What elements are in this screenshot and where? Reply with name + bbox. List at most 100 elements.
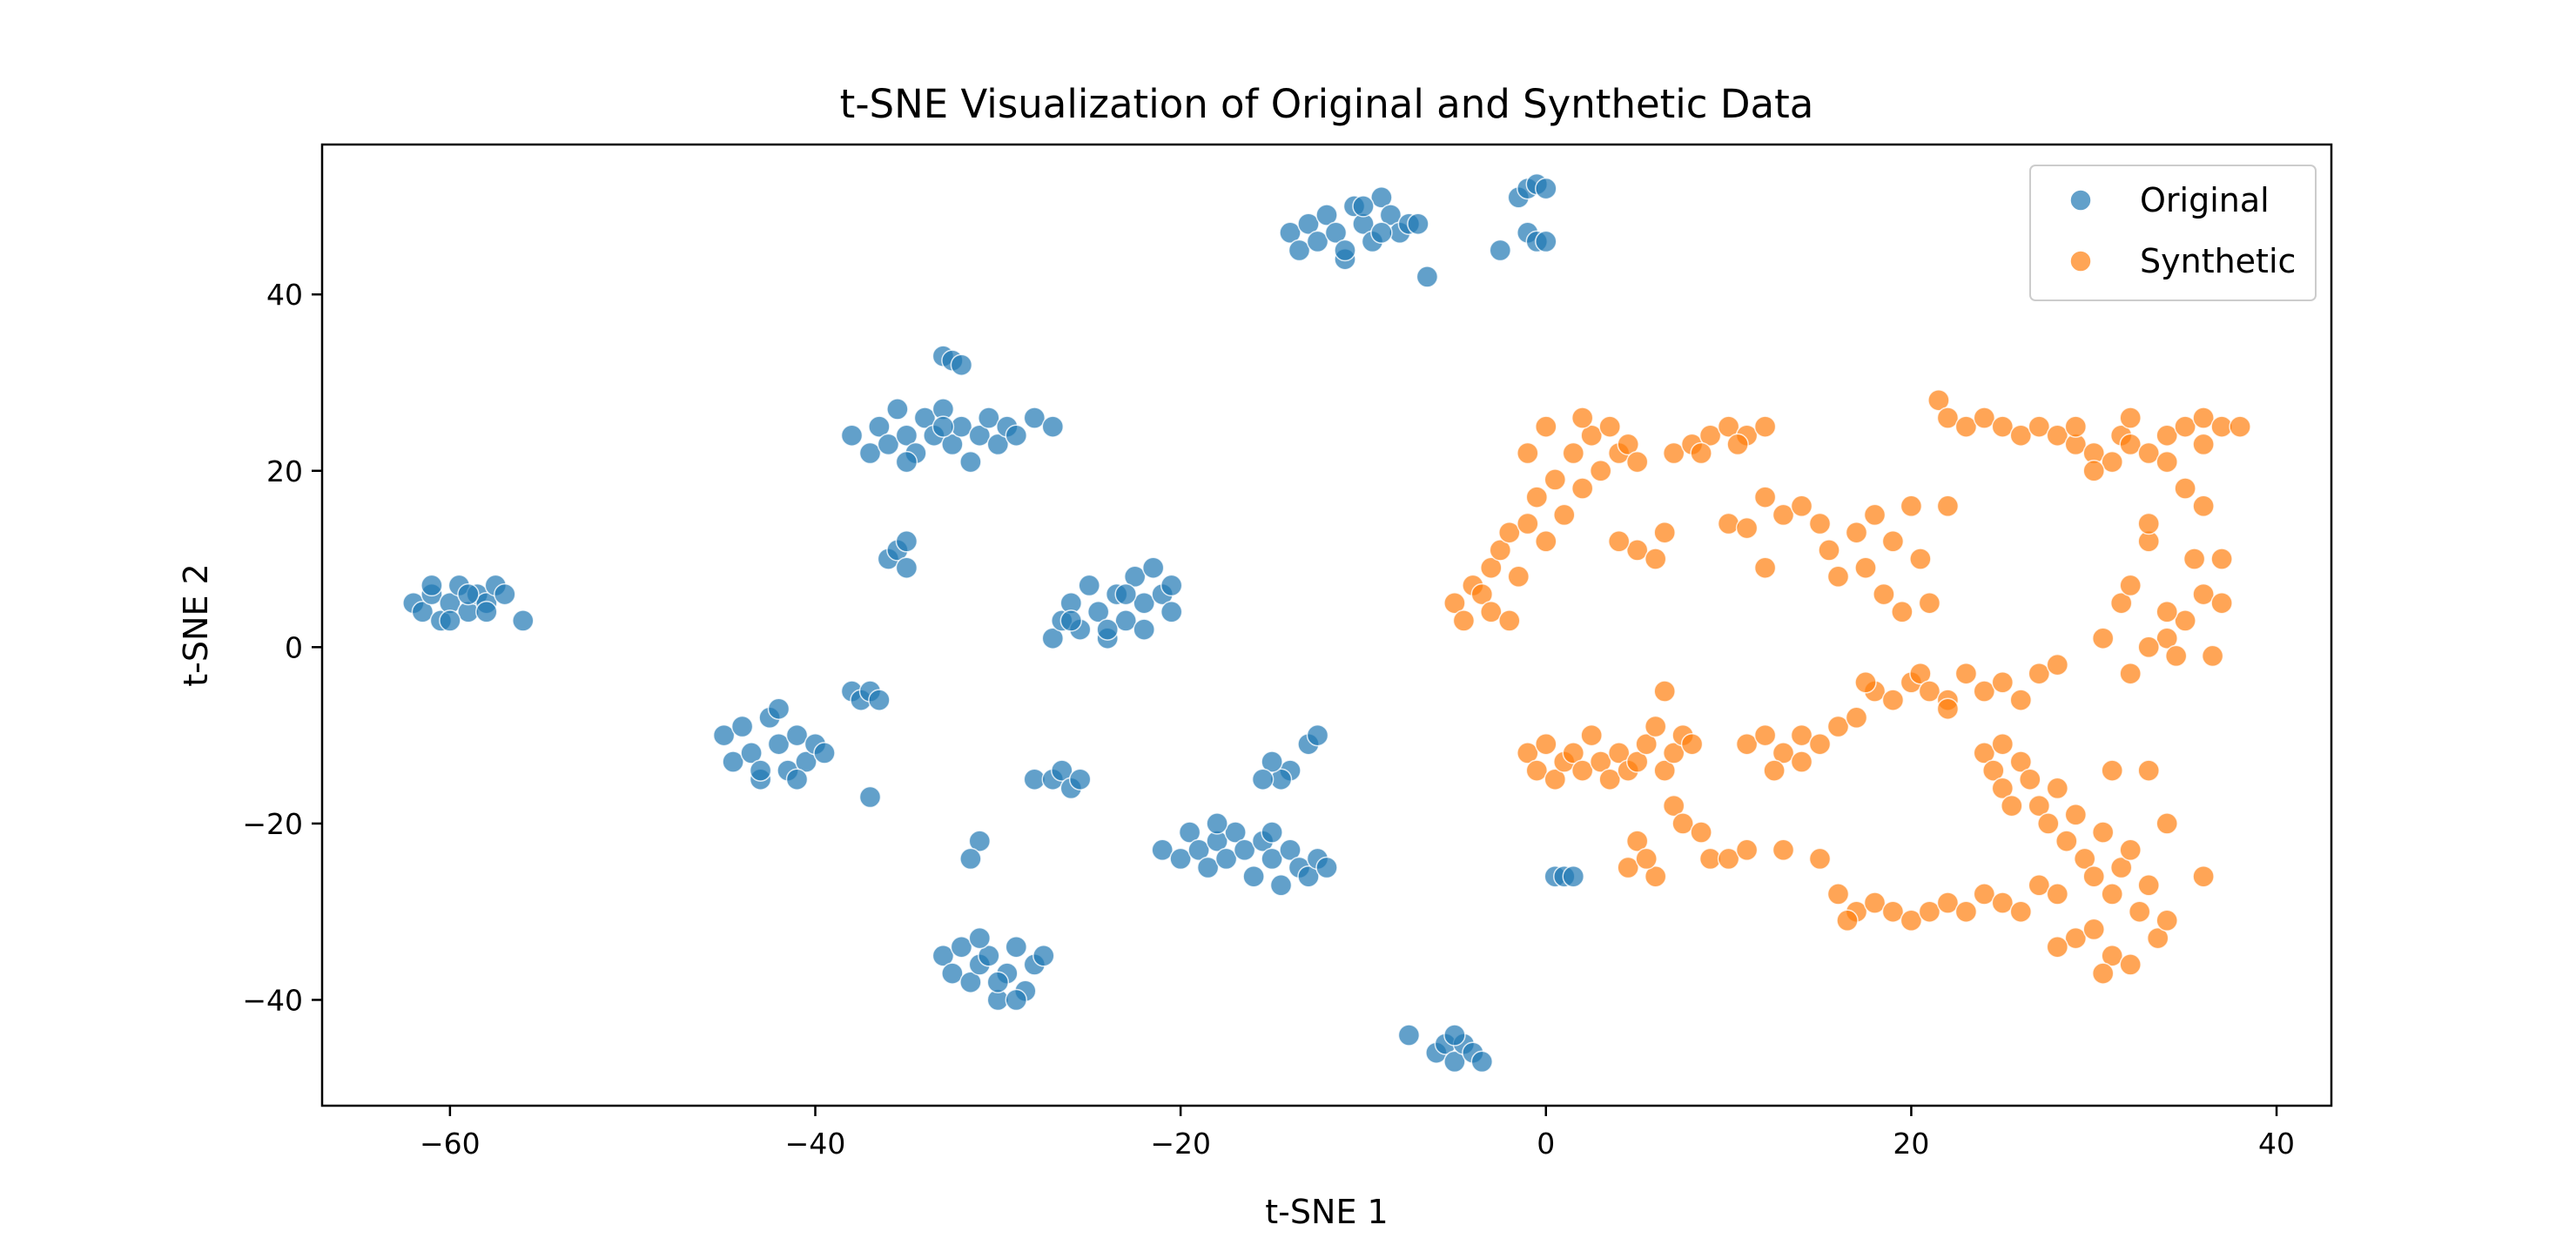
data-point [1808,512,1832,535]
data-point [1133,591,1155,615]
data-point [1863,892,1887,914]
data-point [2055,830,2078,852]
data-point [2156,424,2178,447]
data-point [1416,266,1439,288]
data-point [1288,239,1311,262]
data-point [1973,883,1996,905]
data-point [950,353,973,376]
data-point [968,926,992,950]
data-point [2192,582,2215,606]
data-point [858,441,882,465]
data-point [1690,441,1712,465]
data-point [1261,847,1283,871]
legend-label: Original [2140,181,2270,219]
data-point [1653,759,1676,782]
data-point [1525,759,1549,782]
data-point [1206,812,1228,835]
data-point [1443,1050,1466,1073]
data-point [1690,821,1712,844]
data-point [941,962,964,985]
data-point [2064,926,2088,950]
data-point [1589,750,1612,773]
data-point [1443,1024,1466,1046]
data-point [2128,900,2151,923]
data-point [1662,794,1685,818]
data-point [1680,732,1704,756]
data-point [1954,415,1978,438]
data-point [2101,759,2123,782]
data-point [1279,838,1301,862]
data-point [2028,662,2051,685]
data-point [2156,909,2178,932]
data-point [2137,512,2160,535]
data-point [1251,768,1275,791]
data-point [2019,768,2041,791]
x-tick-label: 0 [1537,1127,1555,1161]
x-tick-label: −40 [785,1127,846,1161]
data-point [2119,407,2142,429]
data-point [767,697,790,720]
data-point [1808,732,1832,756]
data-point [1653,521,1676,544]
x-tick-label: −60 [420,1127,481,1161]
data-point [712,723,736,747]
data-point [1936,697,1960,720]
data-point [1214,847,1238,871]
data-point [1790,750,1813,773]
data-point [1306,230,1329,253]
data-point [1151,838,1174,862]
data-point [1726,433,1749,456]
data-point [1517,742,1539,764]
data-point [1187,838,1210,862]
data-point [2174,609,2196,632]
series-synthetic [1443,388,2251,985]
data-point [2210,591,2233,615]
data-point [1635,732,1658,756]
data-point [2082,865,2105,888]
data-point [2073,847,2096,871]
data-point [1269,874,1293,897]
data-point [2101,883,2123,905]
data-point [475,601,498,623]
data-point [1480,601,1503,623]
data-point [1324,221,1348,245]
data-point [2201,644,2224,668]
data-point [1607,530,1631,553]
data-point [785,723,809,747]
x-tick-label: 40 [2258,1127,2295,1161]
y-tick-label: 20 [266,454,303,488]
data-point [1535,530,1557,553]
data-point [2009,750,2033,773]
data-point [1580,424,1603,447]
data-point [1753,556,1777,579]
data-point [1698,424,1722,447]
data-point [986,433,1010,456]
data-point [2046,424,2069,447]
data-point [1114,582,1137,606]
data-point [1818,539,1840,562]
data-point [2091,627,2115,649]
data-point [2028,874,2051,897]
data-point [2001,794,2023,818]
data-point [2192,407,2215,429]
data-point [2156,812,2178,835]
data-point [795,750,817,773]
data-point [1059,609,1083,632]
data-point [1909,662,1932,685]
data-point [2164,644,2188,668]
data-point [1544,468,1567,491]
plot-area [320,143,2333,1107]
data-point [1279,221,1301,245]
data-point [895,530,918,553]
data-point [1224,821,1247,844]
data-point [1653,680,1676,703]
data-point [1470,582,1494,606]
data-point [1845,706,1868,730]
data-point [1470,1050,1494,1073]
data-point [1261,821,1283,844]
data-point [877,433,900,456]
data-point [1845,521,1868,544]
data-point [1315,856,1338,879]
data-point [959,971,982,993]
